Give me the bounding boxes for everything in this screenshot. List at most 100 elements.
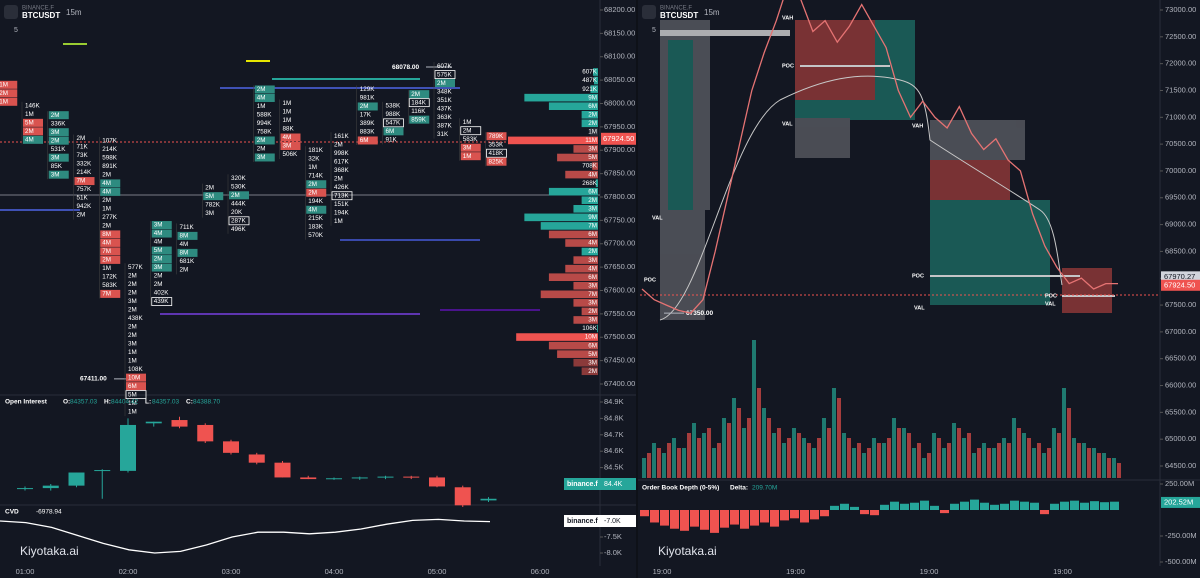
volume-bar xyxy=(1077,443,1081,478)
volume-bar xyxy=(757,388,761,478)
cell-box xyxy=(486,157,507,166)
footprint-cell: 2M xyxy=(77,212,86,219)
footprint-cell: 506K xyxy=(283,151,299,158)
y-tick-label: -7.5K xyxy=(604,532,622,541)
y-tick-label: 66000.00 xyxy=(1165,381,1196,390)
delta-bar xyxy=(680,510,689,531)
x-tick-label: 19:00 xyxy=(1053,567,1072,576)
y-tick-label: 72000.00 xyxy=(1165,59,1196,68)
interval: 15m xyxy=(66,8,82,17)
delta-bar xyxy=(1040,510,1049,515)
profile-bar xyxy=(548,102,598,110)
oi-l: 84357.03 xyxy=(152,399,179,406)
y-tick-label: 70000.00 xyxy=(1165,166,1196,175)
exchange: BINANCE.F xyxy=(660,6,692,12)
oi-c-label: C: xyxy=(186,399,193,406)
footprint-cell: 981K xyxy=(360,95,376,102)
profile-bar xyxy=(524,93,598,102)
oi-body xyxy=(120,424,136,471)
footprint-cell: 4M xyxy=(257,95,266,102)
footprint-cell: 3M xyxy=(51,129,60,136)
volume-bar xyxy=(1002,438,1006,478)
oi-body xyxy=(326,478,342,480)
delta-bar xyxy=(1090,501,1099,510)
cell-box xyxy=(48,136,69,145)
cell-box xyxy=(23,135,43,144)
y-tick-label: 67400.00 xyxy=(604,379,635,388)
footprint-cell: 859K xyxy=(411,116,427,123)
profile-label: 3M xyxy=(588,257,597,264)
volume-bar xyxy=(897,428,901,478)
footprint-cell: 825K xyxy=(489,158,505,165)
footprint-cell: 107K xyxy=(102,138,118,145)
footprint-cell: 2M xyxy=(102,172,111,179)
cell-box xyxy=(100,238,121,247)
cell-box xyxy=(151,263,172,272)
cell-box xyxy=(23,118,43,127)
profile-marker: VAH xyxy=(912,123,923,129)
footprint-cell: 151K xyxy=(334,201,350,208)
footprint-cell: 2M xyxy=(360,103,369,110)
profile-bar xyxy=(595,179,598,187)
cvd-badge xyxy=(564,515,636,527)
y-tick-label: 67500.00 xyxy=(604,332,635,341)
cell-box xyxy=(408,98,430,108)
profile-bar xyxy=(508,136,598,145)
y-tick-label: 68200.00 xyxy=(604,5,635,14)
delta-bar xyxy=(670,510,679,529)
volume-bar xyxy=(962,438,966,478)
profile-marker: VAH xyxy=(782,15,793,21)
footprint-cell: 714K xyxy=(308,172,324,179)
cell-box xyxy=(229,191,249,200)
volume-bar xyxy=(987,448,991,478)
volume-bar xyxy=(767,418,771,478)
y-tick-label: 72500.00 xyxy=(1165,32,1196,41)
delta-bar xyxy=(700,510,709,530)
y-tick-label: 67550.00 xyxy=(604,309,635,318)
cell-box xyxy=(460,152,481,161)
profile-bar xyxy=(573,256,598,264)
oi-body xyxy=(429,477,445,487)
profile-bar xyxy=(565,264,598,273)
footprint-cell: 6M xyxy=(128,383,137,390)
cell-box xyxy=(126,382,146,391)
delta-bar xyxy=(820,510,829,517)
annotation: 67350.00 xyxy=(686,310,713,317)
ob-title: Order Book Depth (0-5%) xyxy=(642,485,719,492)
footprint-cell: 994K xyxy=(257,120,273,127)
delta-bar xyxy=(900,503,909,510)
volume-bar xyxy=(647,453,651,478)
delta-bar xyxy=(650,510,659,523)
right-panel xyxy=(638,0,1200,578)
volume-bar xyxy=(737,408,741,478)
y-tick-label: 67650.00 xyxy=(604,262,635,271)
footprint-cell: 4M xyxy=(25,137,34,144)
footprint-cell: 387K xyxy=(437,122,453,129)
volume-bar xyxy=(902,428,906,478)
cell-box xyxy=(228,216,250,226)
footprint-cell: 4M xyxy=(180,241,189,248)
volume-bar xyxy=(952,423,956,478)
footprint-cell: 108K xyxy=(128,366,144,373)
footprint-cell: 31K xyxy=(437,131,449,138)
volume-bar xyxy=(712,448,716,478)
profile-bar xyxy=(594,76,598,85)
footprint-cell: 2M xyxy=(128,306,137,313)
footprint-cell: 5M xyxy=(128,391,137,398)
cell-box xyxy=(280,142,301,150)
profile-bar xyxy=(597,324,598,333)
footprint-cell: 214K xyxy=(102,146,118,153)
cell-box xyxy=(151,297,173,306)
oi-l-label: L: xyxy=(145,399,151,406)
footprint-cell: 2M xyxy=(102,257,111,264)
profile-label: 10M xyxy=(585,334,597,341)
price-badge-label: 67924.50 xyxy=(1164,280,1195,289)
profile-bar xyxy=(548,230,598,239)
profile-marker: VAL xyxy=(782,121,793,127)
footprint-cell: 4M xyxy=(308,206,317,213)
footprint-cell: 426K xyxy=(334,184,350,191)
footprint-cell: 588K xyxy=(257,112,273,119)
profile-bar xyxy=(573,281,598,290)
cell-box xyxy=(254,85,275,94)
watermark: Kiyotaka.ai xyxy=(20,544,79,558)
